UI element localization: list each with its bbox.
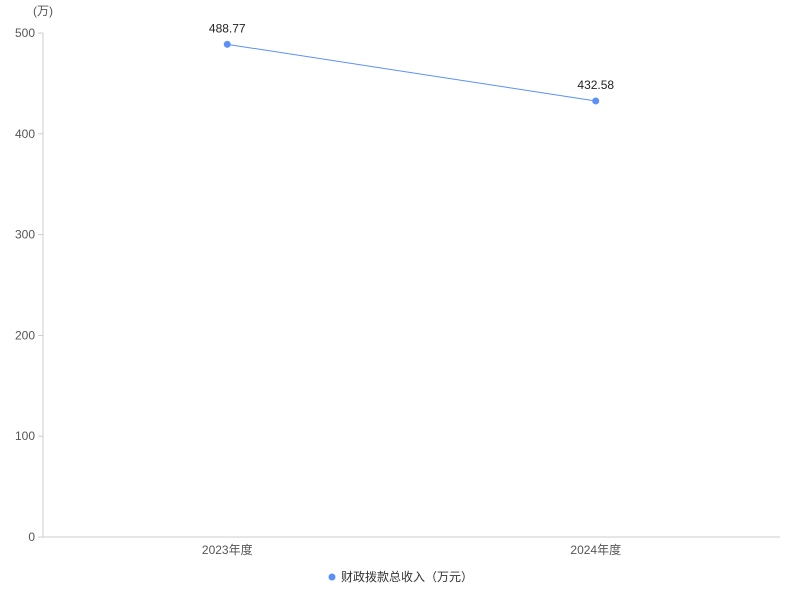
y-tick-label: 500 <box>15 26 35 40</box>
x-tick-label: 2023年度 <box>202 542 253 557</box>
y-tick-label: 400 <box>15 127 35 141</box>
data-point[interactable] <box>592 97 600 105</box>
data-label: 488.77 <box>209 21 246 35</box>
y-axis: 0 100 200 300 400 500 <box>15 26 44 544</box>
legend-label: 财政拨款总收入（万元） <box>341 570 473 584</box>
y-tick-label: 0 <box>28 530 35 544</box>
data-label: 432.58 <box>577 78 614 92</box>
y-tick-label: 200 <box>15 328 35 342</box>
legend-marker <box>328 573 336 581</box>
series-line <box>227 43 596 102</box>
data-point[interactable] <box>223 40 231 48</box>
series-group: 488.77 432.58 <box>209 21 614 105</box>
y-tick-label: 300 <box>15 228 35 242</box>
y-tick-label: 100 <box>15 429 35 443</box>
x-axis: 2023年度 2024年度 <box>43 536 780 557</box>
y-axis-unit-label: (万) <box>33 4 53 18</box>
legend[interactable]: 财政拨款总收入（万元） <box>328 570 474 584</box>
x-tick-label: 2024年度 <box>570 542 621 557</box>
